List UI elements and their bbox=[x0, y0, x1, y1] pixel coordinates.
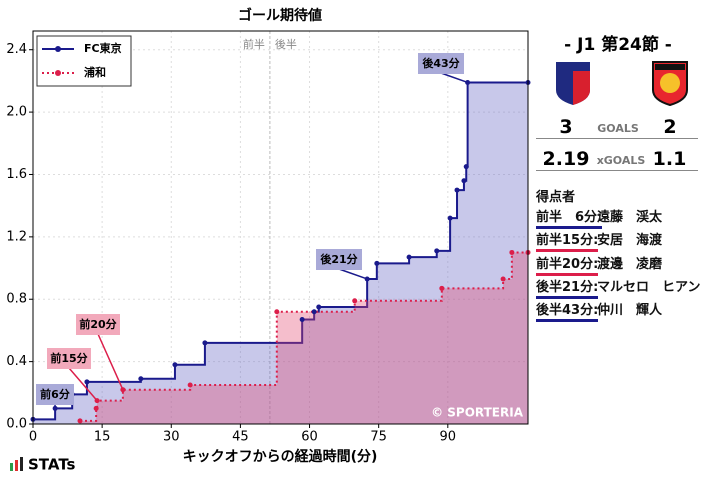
annotation-box bbox=[316, 249, 362, 270]
annotation-box bbox=[47, 348, 91, 369]
point bbox=[406, 254, 412, 260]
scorer-time: 後半21分: bbox=[536, 280, 599, 299]
point bbox=[316, 304, 322, 310]
annotation-arrow bbox=[68, 367, 98, 402]
point bbox=[274, 309, 280, 315]
point bbox=[352, 298, 358, 304]
point bbox=[454, 187, 460, 193]
x-tick-label: 0 bbox=[29, 430, 37, 445]
scorer-time: 前半20分: bbox=[536, 257, 599, 276]
x-tick-label: 75 bbox=[370, 430, 387, 445]
point bbox=[509, 249, 515, 255]
area bbox=[80, 252, 528, 424]
legend-dot bbox=[55, 46, 61, 52]
point bbox=[447, 215, 453, 221]
point bbox=[84, 379, 90, 385]
point bbox=[434, 248, 440, 254]
legend-box bbox=[36, 35, 132, 87]
plot-frame bbox=[32, 30, 529, 425]
x-axis-title: キックオフからの経過時間(分) bbox=[183, 448, 378, 465]
away-crest bbox=[652, 61, 688, 106]
divider bbox=[536, 138, 698, 139]
scorer-time: 後半43分: bbox=[536, 303, 599, 323]
x-tick-label: 30 bbox=[163, 430, 180, 445]
y-tick-label: 0.4 bbox=[6, 354, 27, 369]
x-tick-label: 15 bbox=[94, 430, 111, 445]
away-goals: 2 bbox=[663, 116, 677, 138]
legend-label: FC東京 bbox=[84, 41, 122, 55]
annotation-arrow bbox=[440, 72, 468, 84]
brand-text: STATs bbox=[28, 456, 76, 474]
legend-dot bbox=[55, 70, 61, 76]
half-label: 前半 bbox=[243, 37, 265, 51]
annotation-arrow bbox=[338, 268, 368, 280]
point bbox=[374, 260, 380, 266]
annotation-box bbox=[76, 314, 120, 335]
away-xg: 1.1 bbox=[652, 148, 687, 170]
step-line bbox=[33, 81, 528, 421]
scorer-name: 仲川 輝人 bbox=[597, 303, 663, 319]
point bbox=[299, 317, 305, 323]
y-tick-label: 2.0 bbox=[6, 105, 27, 120]
annotation: 前15分 bbox=[50, 351, 87, 365]
goals-label: GOALS bbox=[597, 122, 639, 135]
point bbox=[311, 309, 317, 315]
point bbox=[138, 376, 144, 382]
point bbox=[202, 340, 208, 346]
home-crest bbox=[556, 62, 590, 105]
y-tick-label: 2.4 bbox=[6, 42, 27, 57]
y-tick-label: 0.8 bbox=[6, 292, 27, 307]
scorer-name: マルセロ ヒアン bbox=[597, 279, 701, 295]
scorer-time: 前半 6分: bbox=[536, 210, 603, 229]
legend-label: 浦和 bbox=[84, 65, 106, 79]
half-label: 後半 bbox=[275, 37, 297, 51]
divider bbox=[536, 170, 698, 171]
x-tick-label: 90 bbox=[440, 430, 457, 445]
point bbox=[187, 382, 193, 388]
y-tick-label: 0.0 bbox=[6, 417, 27, 432]
match-panel: - J1 第24節 - 3 GOALS 2 2.19 xGOALS 1.1 得点… bbox=[533, 0, 703, 479]
scorers-title: 得点者 bbox=[536, 190, 576, 205]
annotation-box bbox=[36, 384, 74, 405]
chart: ゴール期待値 キックオフからの経過時間(分) STATs 0.0 0.4 0.8 1.… bbox=[6, 7, 531, 474]
scorer-name: 安居 海渡 bbox=[597, 233, 663, 249]
annotation: 前20分 bbox=[79, 317, 116, 331]
y-tick-label: 1.2 bbox=[6, 229, 27, 244]
chart-title: ゴール期待値 bbox=[238, 7, 322, 24]
x-tick-label: 60 bbox=[301, 430, 318, 445]
home-xg: 2.19 bbox=[542, 148, 590, 170]
point bbox=[93, 405, 99, 411]
point bbox=[461, 178, 467, 184]
point bbox=[500, 276, 506, 282]
round: - J1 第24節 - bbox=[564, 35, 672, 55]
credit: © SPORTERIA bbox=[431, 406, 524, 420]
scorer-time: 前半15分: bbox=[536, 233, 599, 253]
annotation-box bbox=[418, 53, 464, 74]
point bbox=[172, 362, 178, 368]
point bbox=[77, 418, 83, 424]
point bbox=[463, 164, 469, 170]
brand-logo: STATs bbox=[10, 456, 76, 474]
home-goals: 3 bbox=[559, 116, 573, 138]
area bbox=[33, 82, 528, 424]
annotation: 後21分 bbox=[320, 252, 357, 266]
y-tick-label: 1.6 bbox=[6, 167, 27, 182]
annotation: 前6分 bbox=[40, 387, 70, 401]
scorer-name: 遠藤 渓太 bbox=[597, 210, 663, 225]
annotation: 後43分 bbox=[422, 56, 459, 70]
annotation-arrow bbox=[97, 333, 124, 390]
xg-label: xGOALS bbox=[596, 154, 646, 167]
x-tick-label: 45 bbox=[232, 430, 249, 445]
point bbox=[439, 285, 445, 291]
scorer-name: 渡邊 凌磨 bbox=[597, 256, 663, 272]
